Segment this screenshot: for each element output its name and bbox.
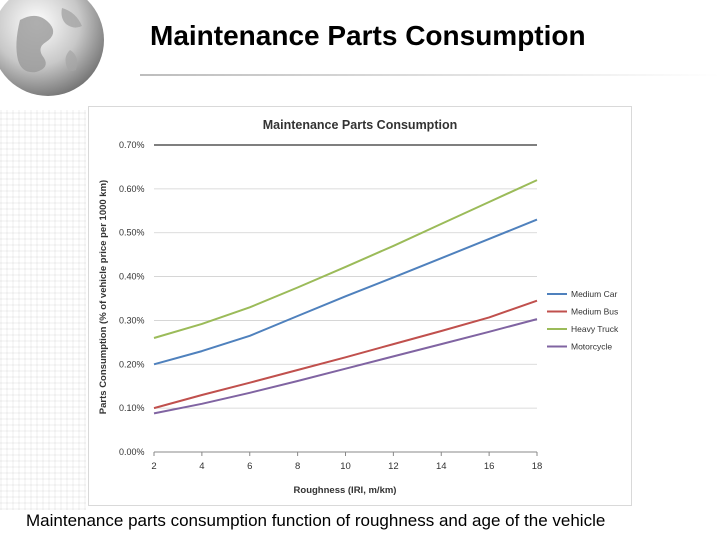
- y-tick-label: 0.60%: [119, 184, 145, 194]
- legend: Medium Car Medium Bus Heavy Truck Motorcycl…: [547, 289, 619, 352]
- x-tick-label: 6: [247, 461, 252, 472]
- chart-title: Maintenance Parts Consumption: [263, 118, 457, 132]
- globe-logo-icon: [0, 0, 104, 96]
- line-chart: Maintenance Parts Consumption 0.00% 0.10%…: [98, 118, 619, 496]
- y-tick-label: 0.40%: [119, 272, 145, 282]
- y-tick-label: 0.00%: [119, 447, 145, 457]
- legend-label: Heavy Truck: [571, 324, 619, 334]
- x-tick-label: 2: [151, 461, 156, 472]
- x-tick-label: 18: [532, 461, 543, 472]
- series-line-medium-bus: [153, 299, 538, 410]
- slide-title: Maintenance Parts Consumption: [150, 20, 586, 51]
- legend-label: Medium Bus: [571, 307, 618, 317]
- y-tick-label: 0.70%: [119, 140, 145, 150]
- x-tick-label: 12: [388, 461, 399, 472]
- x-tick-label: 16: [484, 461, 495, 472]
- decorative-pattern: [0, 110, 86, 510]
- x-tick-label: 4: [199, 461, 204, 472]
- series-line-medium-car: [153, 218, 538, 366]
- title-divider: [140, 74, 720, 76]
- y-axis-label: Parts Consumption (% of vehicle price pe…: [98, 180, 109, 414]
- series-line-heavy-truck: [153, 179, 538, 339]
- x-axis-label: Roughness (IRI, m/km): [294, 485, 397, 496]
- x-tick-label: 8: [295, 461, 300, 472]
- legend-label: Motorcycle: [571, 342, 612, 352]
- y-tick-label: 0.20%: [119, 359, 145, 369]
- series-layer: [153, 179, 538, 415]
- y-tick-label: 0.30%: [119, 315, 145, 325]
- x-tick-label: 14: [436, 461, 447, 472]
- y-tick-label: 0.10%: [119, 403, 145, 413]
- axis-layer: 0.00% 0.10% 0.20% 0.30% 0.40% 0.50% 0.60% 0.70%…: [119, 140, 542, 472]
- y-tick-label: 0.50%: [119, 228, 145, 238]
- chart-frame: Maintenance Parts Consumption 0.00% 0.10%…: [88, 106, 632, 506]
- legend-label: Medium Car: [571, 289, 617, 299]
- series-line-motorcycle: [153, 318, 538, 415]
- x-tick-label: 10: [340, 461, 351, 472]
- grid-layer: [154, 144, 537, 453]
- slide-caption: Maintenance parts consumption function o…: [26, 511, 606, 530]
